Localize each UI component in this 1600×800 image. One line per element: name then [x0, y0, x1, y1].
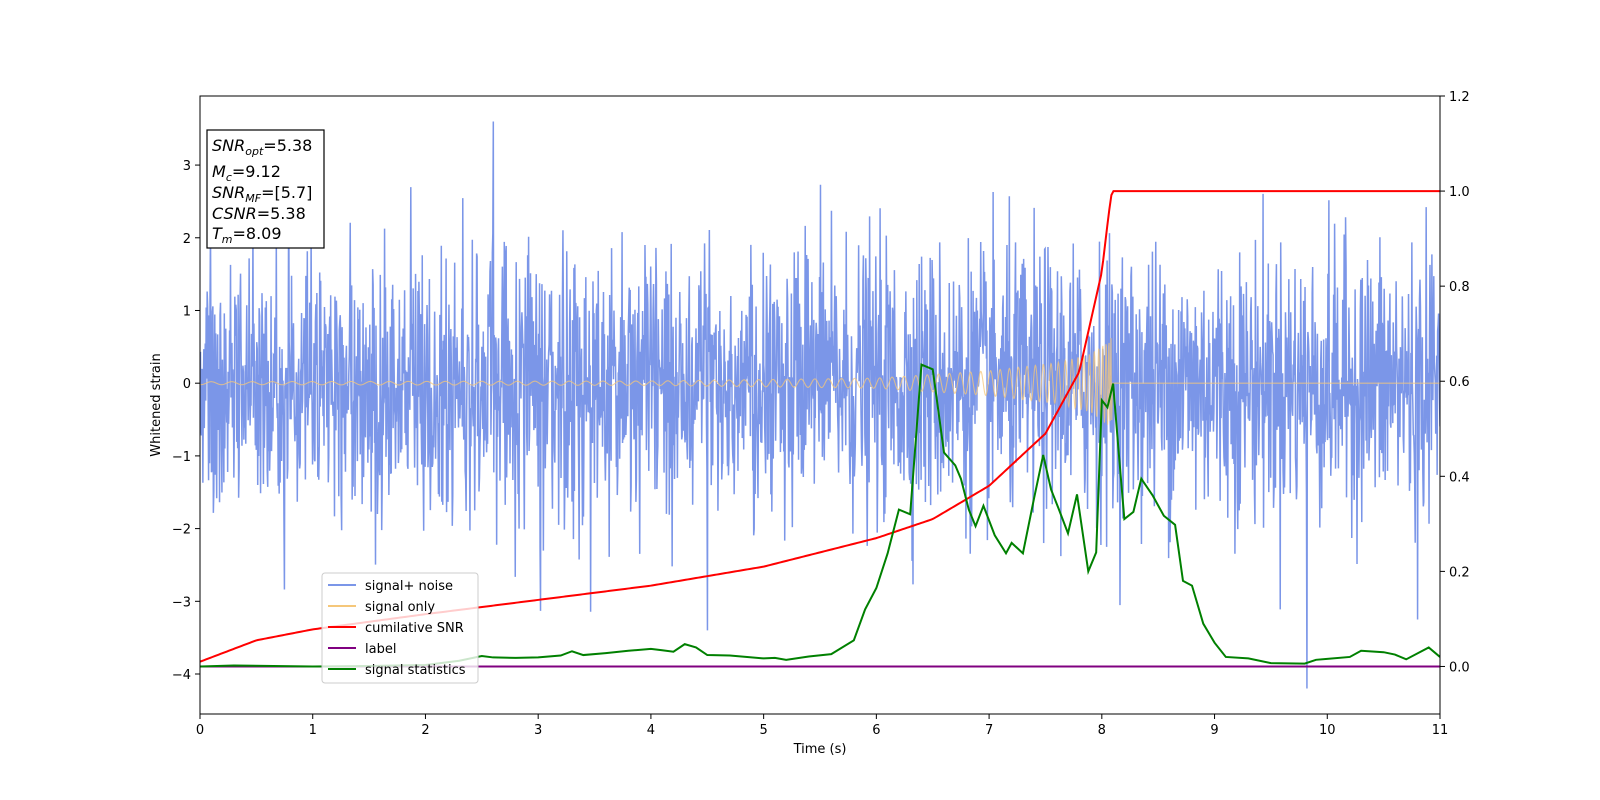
y-tick-label: −3: [172, 595, 191, 610]
x-axis: 0 1 2 3 4 5 6 7 8 9 10 11: [196, 714, 1448, 738]
y-axis-label: Whitened strain: [149, 353, 164, 456]
info-csnr: CSNR=5.38: [212, 204, 306, 223]
x-tick-label: 6: [872, 723, 880, 738]
legend-label-signal-only: signal only: [365, 600, 435, 615]
y-axis-left: −4 −3 −2 −1 0 1 2 3: [172, 159, 200, 683]
x-tick-label: 10: [1319, 723, 1336, 738]
info-mc: Mc=9.12: [212, 162, 281, 184]
plot-frame: [199, 95, 1441, 715]
x-tick-label: 4: [647, 723, 655, 738]
y-tick-label: −4: [172, 668, 191, 683]
y2-tick-label: 0.0: [1449, 660, 1470, 675]
info-box-frame: [206, 129, 325, 249]
x-tick-label: 1: [309, 723, 317, 738]
y-axis-right: 0.0 0.2 0.4 0.6 0.8 1.0 1.2: [1440, 90, 1470, 675]
x-tick-label: 3: [534, 723, 542, 738]
y2-tick-label: 0.6: [1449, 375, 1470, 390]
y2-tick-label: 0.4: [1449, 470, 1470, 485]
legend-frame: [321, 572, 479, 684]
legend-label-signal-noise: signal+ noise: [365, 579, 453, 594]
x-tick-label: 7: [985, 723, 993, 738]
x-tick-label: 2: [421, 723, 429, 738]
x-tick-label: 0: [196, 723, 204, 738]
legend: signal+ noise signal only cumilative SNR…: [321, 572, 479, 684]
legend-label-label: label: [365, 642, 396, 657]
y-tick-label: −1: [172, 450, 191, 465]
x-tick-label: 9: [1210, 723, 1218, 738]
signal-noise-line: [200, 121, 1440, 689]
y2-tick-label: 1.2: [1449, 90, 1470, 105]
y2-tick-label: 0.8: [1449, 280, 1470, 295]
x-tick-label: 11: [1432, 723, 1449, 738]
legend-label-signal-statistics: signal statistics: [365, 663, 466, 678]
signal-only-line: [200, 338, 1440, 425]
y-tick-label: 2: [183, 232, 191, 247]
x-tick-label: 8: [1098, 723, 1106, 738]
signal-statistics-line: [200, 363, 1440, 668]
x-axis-label: Time (s): [793, 742, 847, 757]
y-tick-label: −2: [172, 523, 191, 538]
legend-label-cumulative-snr: cumilative SNR: [365, 621, 464, 636]
info-box: SNRopt=5.38 Mc=9.12 SNRMF=[5.7] CSNR=5.3…: [206, 129, 325, 249]
info-snr-opt: SNRopt=5.38: [212, 136, 312, 158]
info-snr-mf: SNRMF=[5.7]: [212, 183, 312, 205]
info-tm: Tm=8.09: [212, 224, 282, 246]
x-tick-label: 5: [759, 723, 767, 738]
y-tick-label: 1: [183, 304, 191, 319]
y-tick-label: 3: [183, 159, 191, 174]
y2-tick-label: 0.2: [1449, 565, 1470, 580]
y2-tick-label: 1.0: [1449, 185, 1470, 200]
y-tick-label: 0: [183, 377, 191, 392]
